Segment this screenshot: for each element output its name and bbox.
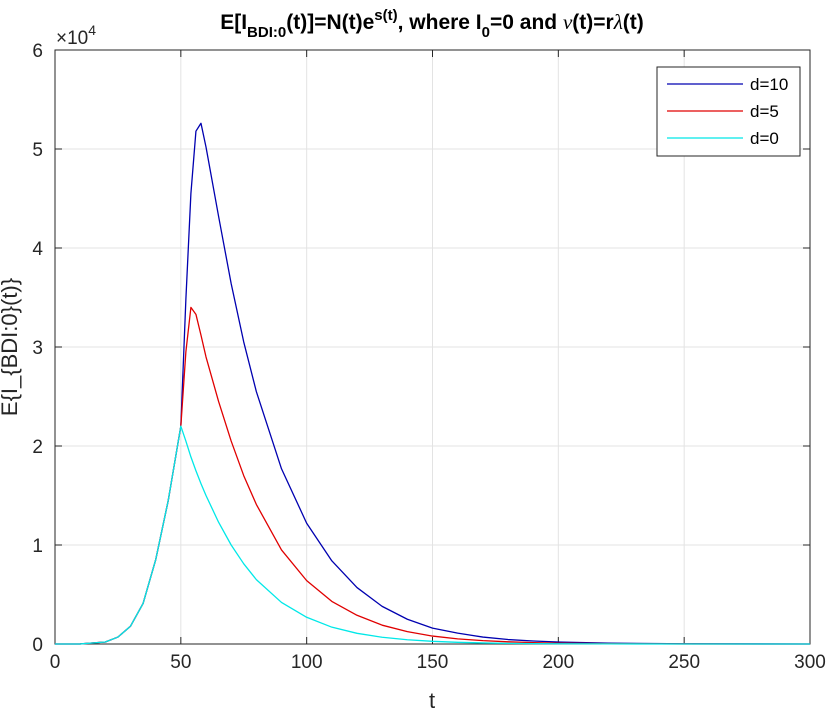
title-part-2: (t)]=N(t)e <box>286 11 374 34</box>
chart-title: E[IBDI:0(t)]=N(t)es(t), where I0=0 and ν… <box>220 7 644 41</box>
y-tick-label: 6 <box>32 41 43 62</box>
y-tick-label: 2 <box>32 437 43 458</box>
title-part-1: E[I <box>220 11 247 34</box>
y-multiplier-base: ×10 <box>56 28 88 49</box>
title-sub-bdi: BDI:0 <box>247 24 286 41</box>
plot-area <box>54 49 811 645</box>
y-axis-multiplier: ×104 <box>56 22 96 49</box>
title-nu: ν <box>563 10 573 34</box>
series-layer <box>54 122 811 645</box>
y-multiplier-exp: 4 <box>88 22 96 38</box>
x-tick-label: 250 <box>668 652 700 673</box>
x-tick-label: 300 <box>794 652 826 673</box>
legend-label: d=0 <box>750 129 779 148</box>
title-part-6: (t) <box>623 11 644 34</box>
x-axis-label: t <box>429 688 435 712</box>
tick-labels: 0 50 100 150 200 250 300 0 1 2 3 4 5 6 <box>32 41 825 673</box>
legend-label: d=10 <box>750 75 788 94</box>
grid <box>54 49 811 645</box>
title-part-5: (t)=r <box>572 11 613 34</box>
series-line-d-0 <box>54 425 811 645</box>
title-lambda: λ <box>613 10 623 34</box>
title-part-4: =0 and <box>490 11 563 34</box>
title-sub-0: 0 <box>482 24 490 41</box>
y-tick-label: 0 <box>32 635 43 656</box>
y-tick-label: 1 <box>32 536 43 557</box>
x-tick-label: 50 <box>170 652 191 673</box>
title-part-3: , where I <box>398 11 482 34</box>
x-tick-label: 0 <box>50 652 61 673</box>
x-tick-label: 100 <box>291 652 323 673</box>
legend-label: d=5 <box>750 102 779 121</box>
y-tick-label: 4 <box>32 239 43 260</box>
x-tick-label: 150 <box>417 652 449 673</box>
x-tick-label: 200 <box>542 652 574 673</box>
y-axis-label: E{I_{BDI:0}(t)} <box>0 278 22 416</box>
legend: d=10 d=5 d=0 <box>656 66 801 157</box>
title-sup-s: s(t) <box>374 7 397 24</box>
y-tick-label: 5 <box>32 140 43 161</box>
y-tick-label: 3 <box>32 338 43 359</box>
